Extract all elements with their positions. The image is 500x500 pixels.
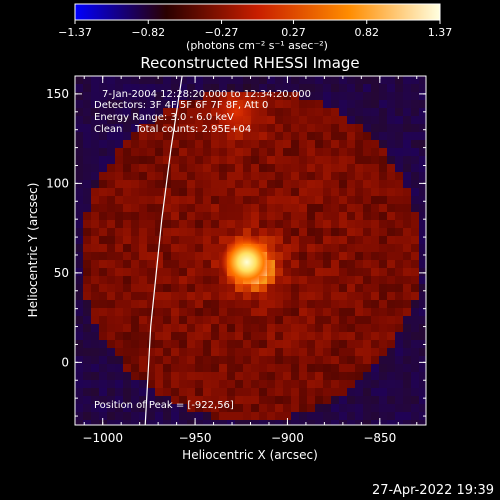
x-tick-label: −950 (179, 431, 212, 445)
colorbar-tick-label: 0.82 (354, 26, 379, 39)
annotation-peak-position: Position of Peak = [-922,56] (94, 400, 234, 411)
secondary-source (213, 89, 258, 134)
colorbar-units: (photons cm⁻² s⁻¹ asec⁻²) (186, 39, 328, 52)
y-axis-label: Heliocentric Y (arcsec) (26, 183, 40, 318)
colorbar-tick-label: −0.27 (205, 26, 239, 39)
x-tick-label: −850 (363, 431, 396, 445)
y-tick-label: 150 (46, 87, 69, 101)
x-tick-label: −1000 (82, 431, 123, 445)
chart-title: Reconstructed RHESSI Image (140, 54, 359, 72)
colorbar (74, 3, 441, 21)
plot-area (75, 76, 426, 425)
x-axis-label: Heliocentric X (arcsec) (182, 448, 318, 462)
colorbar-tick-label: 0.27 (281, 26, 306, 39)
axis-ticks: −1000 −950 −900 −850 0 50 100 150 (46, 75, 426, 445)
annotation-detectors: Detectors: 3F 4F 5F 6F 7F 8F, Att 0 (94, 100, 268, 111)
peak-source (220, 236, 273, 289)
heatmap-cells (75, 76, 426, 425)
y-tick-label: 100 (46, 176, 69, 190)
annotation-energy-range: Energy Range: 3.0 - 6.0 keV (94, 112, 234, 123)
colorbar-ticks: −1.37 −0.82 −0.27 0.27 0.82 1.37 (58, 20, 452, 39)
colorbar-tick-label: −0.82 (131, 26, 165, 39)
solar-limb-curve (144, 76, 183, 425)
colorbar-tick-label: −1.37 (58, 26, 92, 39)
x-tick-label: −900 (271, 431, 304, 445)
footer-timestamp: 27-Apr-2022 19:39 (372, 483, 494, 498)
colorbar-tick-label: 1.37 (428, 26, 453, 39)
annotation-clean-counts: Clean Total counts: 2.95E+04 (94, 124, 251, 135)
y-tick-label: 0 (61, 355, 69, 369)
annotation-time-range: 7-Jan-2004 12:28:20.000 to 12:34:20.000 (102, 89, 311, 100)
y-tick-label: 50 (54, 266, 69, 280)
